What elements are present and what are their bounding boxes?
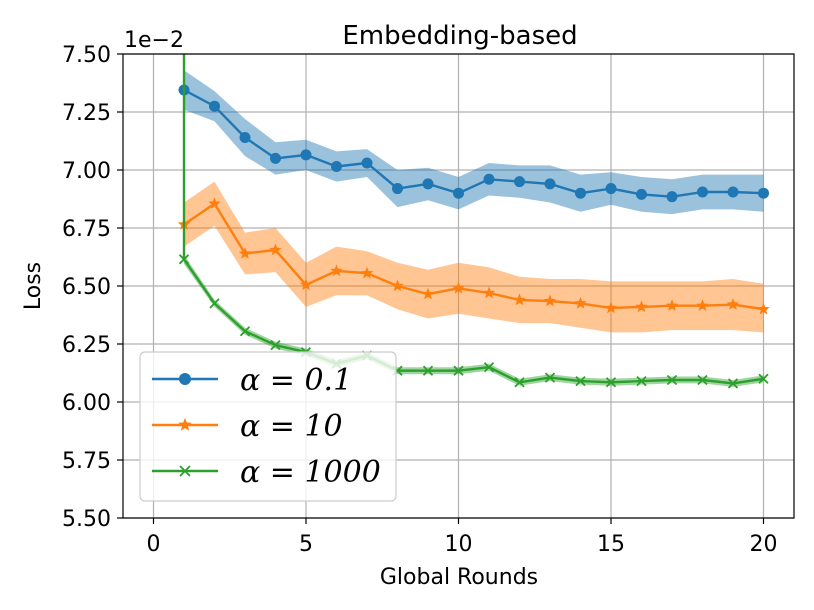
data-point	[726, 298, 740, 310]
data-point	[635, 300, 648, 313]
data-point	[422, 178, 434, 190]
data-point	[179, 465, 191, 477]
data-point	[514, 377, 525, 388]
x-tick-label: 15	[597, 532, 625, 557]
data-point	[697, 374, 708, 386]
confidence-band	[184, 181, 764, 333]
data-point	[209, 298, 220, 309]
data-point	[453, 365, 464, 376]
data-point	[665, 299, 679, 311]
data-point	[636, 188, 647, 200]
data-point	[453, 187, 464, 199]
data-point	[758, 187, 769, 199]
legend-label: α = 0.1	[240, 363, 352, 398]
x-tick-label: 5	[299, 532, 313, 557]
confidence-band	[184, 70, 764, 215]
data-point	[636, 375, 647, 387]
y-tick-label: 7.25	[62, 101, 111, 126]
data-point	[757, 302, 770, 315]
data-point	[483, 362, 495, 373]
legend-box	[139, 351, 397, 502]
data-point	[178, 417, 192, 431]
chart-title: Embedding-based	[342, 21, 577, 51]
data-point	[422, 365, 434, 376]
data-point	[666, 191, 678, 203]
axis-ticks: 0 5 10 15 20 5.50 5.75 6.00 6.25 6.50 6.75 7.00 7.25…	[62, 43, 777, 557]
y-tick-label: 7.00	[62, 159, 111, 184]
y-offset-text: 1e−2	[124, 28, 184, 53]
data-point	[575, 187, 586, 199]
data-point	[666, 374, 678, 386]
data-point	[697, 186, 708, 198]
x-tick-label: 0	[147, 532, 161, 557]
data-point	[239, 132, 251, 144]
data-point	[270, 340, 281, 351]
y-tick-label: 6.00	[62, 391, 111, 416]
confidence-bands	[184, 70, 764, 387]
data-point	[209, 100, 220, 112]
data-point	[575, 375, 586, 387]
data-point	[300, 149, 312, 161]
y-tick-label: 6.25	[62, 333, 111, 358]
legend-label: α = 10	[240, 409, 343, 444]
data-point	[544, 178, 556, 190]
data-point	[331, 161, 342, 173]
data-point	[238, 247, 252, 259]
data-point	[543, 294, 557, 307]
data-point	[178, 372, 192, 386]
x-tick-label: 10	[445, 532, 473, 557]
y-axis-label: Loss	[21, 262, 46, 310]
data-point	[452, 281, 465, 294]
data-point	[696, 299, 709, 311]
data-point	[605, 377, 617, 388]
legend-label: α = 1000	[240, 455, 381, 490]
data-point	[574, 296, 587, 309]
y-tick-label: 5.50	[62, 507, 111, 532]
data-point	[544, 372, 556, 383]
data-point	[513, 293, 526, 306]
data-point	[483, 173, 495, 185]
y-tick-label: 7.50	[62, 43, 111, 68]
data-point	[758, 373, 769, 384]
y-tick-label: 6.50	[62, 275, 111, 300]
series-line	[182, 54, 764, 385]
y-tick-label: 6.75	[62, 217, 111, 242]
data-point	[239, 326, 251, 337]
x-axis-label: Global Rounds	[380, 565, 538, 590]
legend: α = 0.1 α = 10 α = 1000	[139, 351, 397, 502]
x-tick-label: 20	[750, 532, 778, 557]
data-point	[604, 301, 618, 314]
data-point	[421, 287, 435, 300]
series-lines	[177, 54, 770, 389]
data-point	[605, 183, 617, 195]
y-tick-label: 5.75	[62, 449, 111, 474]
data-point	[361, 157, 373, 169]
data-point	[360, 266, 374, 279]
data-point	[727, 186, 739, 198]
series-line	[183, 202, 764, 311]
data-point	[208, 197, 221, 209]
data-point	[330, 264, 343, 277]
data-point	[482, 286, 496, 299]
data-point	[299, 278, 313, 291]
data-point	[727, 378, 739, 389]
data-point	[270, 152, 281, 164]
data-point	[178, 254, 190, 265]
data-point	[392, 183, 403, 195]
data-point	[514, 176, 525, 188]
data-point	[269, 243, 282, 256]
data-point	[391, 279, 404, 292]
